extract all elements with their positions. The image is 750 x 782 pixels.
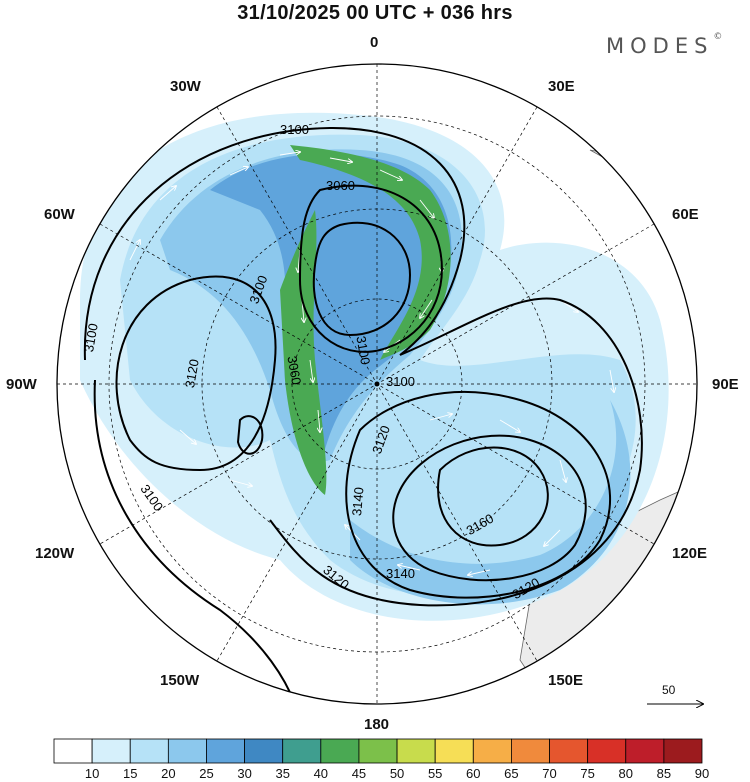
contour-3100-outer	[83, 126, 643, 607]
colorbar-tick-label: 45	[351, 766, 367, 781]
colorbar-swatch	[663, 738, 703, 764]
wind-vector	[318, 409, 320, 432]
colorbar-swatch	[396, 738, 436, 764]
lon-label-90w: 90W	[6, 376, 37, 393]
contour-3160	[437, 446, 549, 547]
wind-vector	[544, 529, 561, 546]
wind-vector	[559, 459, 566, 482]
colorbar-tick-label: 90	[694, 766, 710, 781]
colorbar-swatch	[549, 738, 589, 764]
wind-vector	[279, 152, 300, 156]
colorbar-tick-label: 65	[504, 766, 519, 781]
wind-vector	[229, 167, 248, 176]
contour-label: 3060	[326, 178, 355, 193]
colorbar-swatch	[282, 738, 322, 764]
lon-label-60e: 60E	[672, 206, 699, 223]
jet-southern-band	[350, 400, 631, 605]
wind-vector	[499, 419, 520, 432]
map-border	[56, 63, 698, 705]
wind-vector	[419, 199, 434, 218]
colorbar-swatch	[167, 738, 207, 764]
lon-label-0: 0	[370, 34, 379, 51]
contour-label: 3100	[353, 335, 373, 366]
colorbar-swatch	[625, 738, 665, 764]
brand-logo: MODES©	[606, 32, 723, 58]
height-contours	[83, 126, 643, 704]
colorbar-tick-label: 50	[389, 766, 405, 781]
lon-label-150w: 150W	[160, 672, 200, 689]
wind-vector	[398, 565, 421, 571]
copyright-mark: ©	[713, 32, 723, 42]
wind-vector	[309, 359, 313, 382]
contour-3100-southwest	[93, 379, 301, 704]
contour-3060	[298, 184, 443, 353]
colorbar	[53, 738, 703, 764]
colorbar-tick-label: 25	[199, 766, 214, 781]
lon-label-30e: 30E	[548, 78, 575, 95]
map-title: 31/10/2025 00 UTC + 036 hrs	[237, 2, 513, 24]
colorbar-tick-label: 20	[161, 766, 176, 781]
wind-vector	[129, 240, 140, 261]
colorbar-tick-label: 40	[313, 766, 329, 781]
colorbar-swatch	[358, 738, 398, 764]
wind-vector	[179, 429, 196, 444]
colorbar-swatch	[587, 738, 627, 764]
lon-label-30w: 30W	[170, 78, 201, 95]
colorbar-tick-label: 75	[580, 766, 595, 781]
colorbar-swatch	[53, 738, 93, 764]
contour-label: 3060	[284, 355, 304, 386]
lon-label-120w: 120W	[35, 545, 75, 562]
contour-label: 3140	[386, 566, 415, 581]
brand-name: MODES	[606, 34, 714, 58]
map-body	[57, 64, 697, 704]
wind-vector	[429, 414, 452, 421]
wind-vector	[159, 186, 176, 201]
colorbar-tick-label: 30	[237, 766, 252, 781]
wind-vectors	[129, 152, 614, 575]
contour-label: 3120	[182, 358, 202, 389]
colorbar-tick-label: 60	[466, 766, 481, 781]
contour-3120-west	[115, 275, 277, 472]
colorbar-swatch	[320, 738, 360, 764]
lon-label-90e: 90E	[712, 376, 739, 393]
wind-vector	[229, 479, 252, 486]
colorbar-swatch	[129, 738, 169, 764]
colorbar-tick-label: 15	[123, 766, 138, 781]
colorbar-swatch	[91, 738, 131, 764]
colorbar-tick-label: 80	[618, 766, 633, 781]
wind-vector	[468, 569, 491, 575]
jet-max-west	[280, 210, 327, 495]
lon-label-120e: 120E	[672, 545, 708, 562]
colorbar-swatch	[511, 738, 550, 764]
contour-label: 3100	[386, 374, 415, 389]
colorbar-tick-label: 10	[84, 766, 100, 781]
contour-label: 3100	[280, 122, 309, 137]
contour-3140-east	[392, 434, 587, 582]
south-pole-marker	[374, 381, 380, 387]
lon-label-150e: 150E	[548, 672, 584, 689]
contour-label: 3100	[81, 322, 101, 353]
contour-3100-inner	[312, 221, 412, 337]
contour-3140-west	[236, 415, 264, 455]
lon-label-60w: 60W	[44, 206, 75, 223]
colorbar-swatch	[434, 738, 474, 764]
wind-vector	[609, 369, 614, 392]
colorbar-tick-label: 55	[427, 766, 443, 781]
lon-label-180: 180	[364, 716, 390, 733]
wind-vector	[379, 169, 402, 180]
colorbar-tick-label: 70	[542, 766, 557, 781]
wind-vector	[329, 157, 352, 162]
contour-3120-east	[345, 390, 611, 599]
colorbar-swatch	[206, 738, 245, 764]
colorbar-swatch	[244, 738, 284, 764]
wind-vector	[420, 299, 433, 318]
colorbar-tick-label: 85	[656, 766, 672, 781]
contour-label: 3140	[349, 486, 366, 516]
colorbar-swatch	[472, 738, 512, 764]
colorbar-tick-label: 35	[275, 766, 290, 781]
reference-vector-label: 50	[662, 683, 676, 697]
